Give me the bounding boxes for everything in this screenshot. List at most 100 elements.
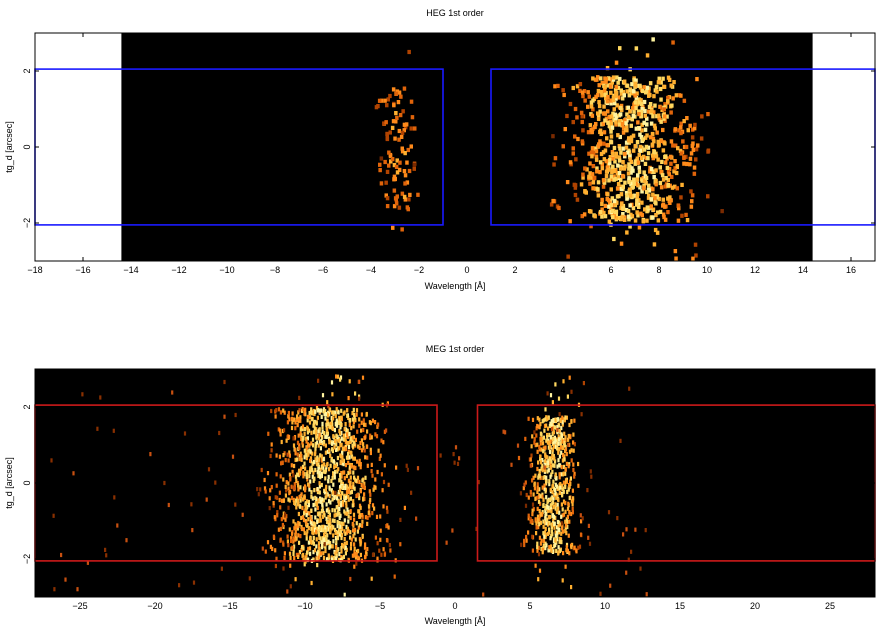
event-pixel — [615, 216, 619, 221]
event-pixel — [313, 459, 316, 465]
event-pixel — [619, 91, 624, 96]
event-pixel — [642, 178, 647, 183]
event-pixel — [589, 175, 593, 180]
event-pixel — [363, 496, 366, 501]
event-pixel — [596, 88, 601, 94]
event-pixel — [550, 525, 553, 530]
event-pixel — [614, 116, 618, 121]
event-pixel — [644, 175, 649, 180]
event-pixel — [551, 484, 554, 489]
event-pixel — [564, 564, 567, 569]
event-pixel — [567, 442, 570, 447]
event-pixel — [325, 537, 328, 542]
event-pixel — [339, 493, 342, 498]
event-pixel — [318, 490, 321, 495]
event-pixel — [527, 516, 530, 521]
event-pixel — [543, 475, 546, 480]
event-pixel — [642, 120, 646, 125]
event-pixel — [557, 498, 560, 503]
event-pixel — [341, 542, 344, 548]
event-pixel — [655, 195, 659, 200]
event-pixel — [376, 469, 379, 475]
event-pixel — [544, 546, 547, 551]
event-pixel — [328, 517, 332, 522]
event-pixel — [292, 539, 295, 544]
event-pixel — [611, 98, 616, 103]
event-pixel — [549, 506, 552, 511]
event-pixel — [352, 419, 355, 424]
event-pixel — [649, 121, 654, 126]
event-pixel — [689, 189, 693, 194]
event-pixel — [557, 550, 560, 555]
event-pixel — [275, 556, 278, 561]
event-pixel — [355, 408, 359, 413]
event-pixel — [547, 505, 550, 510]
event-pixel — [629, 139, 634, 144]
event-pixel — [556, 446, 559, 451]
event-pixel — [347, 557, 350, 562]
event-pixel — [610, 169, 614, 174]
event-pixel — [610, 212, 614, 217]
event-pixel — [314, 515, 317, 520]
event-pixel — [279, 432, 282, 437]
event-pixel — [663, 204, 667, 209]
event-pixel — [315, 427, 318, 432]
event-pixel — [343, 494, 346, 500]
event-pixel — [344, 545, 347, 550]
event-pixel — [379, 181, 384, 186]
event-pixel — [568, 484, 571, 489]
event-pixel — [326, 418, 329, 423]
event-pixel — [557, 486, 560, 491]
event-pixel — [669, 83, 673, 88]
event-pixel — [565, 415, 568, 420]
event-pixel — [369, 433, 372, 438]
event-pixel — [391, 119, 396, 124]
event-pixel — [310, 494, 313, 499]
event-pixel — [379, 528, 382, 533]
event-pixel — [619, 88, 623, 93]
event-pixel — [306, 529, 309, 534]
event-pixel — [342, 433, 345, 438]
event-pixel — [635, 194, 639, 199]
event-pixel — [340, 533, 344, 538]
event-pixel — [291, 411, 294, 416]
x-tick-label: 10 — [702, 265, 712, 275]
event-pixel — [651, 187, 655, 192]
event-pixel — [556, 493, 559, 498]
event-pixel — [691, 256, 695, 261]
event-pixel — [313, 548, 317, 553]
event-pixel — [548, 545, 551, 550]
event-pixel — [368, 499, 371, 505]
event-pixel — [291, 420, 294, 425]
event-pixel — [303, 461, 306, 466]
event-pixel — [288, 417, 291, 422]
event-pixel — [588, 171, 592, 176]
event-pixel — [325, 502, 328, 507]
event-pixel — [347, 497, 350, 502]
event-pixel — [294, 426, 297, 431]
event-pixel — [552, 444, 555, 449]
event-pixel — [543, 465, 546, 470]
event-pixel — [598, 139, 602, 144]
event-pixel — [623, 180, 627, 185]
event-pixel — [658, 209, 663, 214]
event-pixel — [546, 435, 549, 440]
event-pixel — [547, 468, 550, 473]
event-pixel — [637, 126, 641, 131]
event-pixel — [615, 200, 619, 205]
event-pixel — [275, 472, 278, 477]
event-pixel — [305, 439, 308, 444]
event-pixel — [405, 463, 408, 468]
event-pixel — [279, 505, 282, 510]
event-pixel — [350, 454, 354, 459]
event-pixel — [691, 147, 696, 152]
event-pixel — [571, 85, 575, 91]
event-pixel — [596, 111, 600, 116]
event-pixel — [560, 502, 563, 507]
event-pixel — [662, 84, 667, 89]
event-pixel — [551, 198, 555, 204]
event-pixel — [552, 162, 556, 167]
event-pixel — [624, 208, 629, 213]
event-pixel — [568, 219, 572, 224]
event-pixel — [630, 549, 633, 554]
